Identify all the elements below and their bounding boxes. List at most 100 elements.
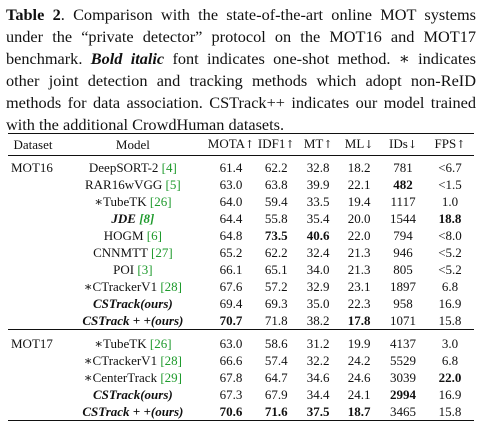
idf1-cell: 63.8 — [264, 177, 288, 192]
ml-cell: 18.7 — [347, 404, 371, 419]
fps-cell: 15.8 — [438, 404, 462, 419]
fps-cell: 1.0 — [441, 194, 459, 209]
model-cell: DeepSORT-2 [4] — [58, 156, 208, 177]
idf1-cell: 62.2 — [264, 245, 288, 260]
mota-cell: 70.6 — [219, 404, 243, 419]
citation-link[interactable]: [6] — [146, 228, 162, 243]
ml-cell: 22.1 — [347, 177, 371, 192]
fps-cell: <5.2 — [438, 245, 462, 260]
ids-cell: 1117 — [390, 194, 416, 209]
table-row: CSTrack + +(ours) 70.6 71.6 37.5 18.7 3465 15.… — [8, 403, 474, 421]
mota-cell: 66.1 — [219, 262, 243, 277]
ml-cell: 19.4 — [347, 194, 371, 209]
dataset-cell — [8, 403, 58, 421]
mt-cell: 39.9 — [306, 177, 330, 192]
model-cell: CSTrack(ours) — [58, 386, 208, 403]
idf1-cell: 55.8 — [264, 211, 288, 226]
header-fps: FPS↑ — [434, 136, 466, 151]
model-name: DeepSORT-2 — [88, 160, 159, 175]
model-name: ∗CenterTrack — [83, 370, 158, 385]
model-name: CSTrack(ours) — [93, 387, 173, 402]
fps-cell: 16.9 — [438, 387, 462, 402]
table-row: MOT16 DeepSORT-2 [4] 61.4 62.2 32.8 18.2 781 <6… — [8, 156, 474, 177]
mota-cell: 64.8 — [219, 228, 243, 243]
idf1-cell: 65.1 — [264, 262, 288, 277]
dataset-cell — [8, 386, 58, 403]
mt-cell: 40.6 — [306, 228, 330, 243]
table-row: RAR16wVGG [5] 63.0 63.8 39.9 22.1 482 <1.5 — [8, 176, 474, 193]
table-row: CSTrack + +(ours) 70.7 71.8 38.2 17.8 1071 15.… — [8, 312, 474, 330]
ml-cell: 24.1 — [347, 387, 371, 402]
mt-cell: 32.9 — [306, 279, 330, 294]
mot17-group: MOT17 ∗TubeTK [26] 63.0 58.6 31.2 19.9 4137 3.0… — [8, 330, 474, 421]
table-row: ∗TubeTK [26] 64.0 59.4 33.5 19.4 1117 1.0 — [8, 193, 474, 210]
mt-cell: 35.0 — [306, 296, 330, 311]
model-cell: POI [3] — [58, 261, 208, 278]
model-cell: CSTrack(ours) — [58, 295, 208, 312]
model-name: ∗TubeTK — [94, 336, 147, 351]
ids-cell: 794 — [393, 228, 413, 243]
citation-link[interactable]: [27] — [150, 245, 173, 260]
model-cell: ∗CenterTrack [29] — [58, 369, 208, 386]
table-row: JDE [8] 64.4 55.8 35.4 20.0 1544 18.8 — [8, 210, 474, 227]
header-idf1: IDF1↑ — [257, 136, 295, 151]
citation-link[interactable]: [28] — [160, 279, 182, 294]
mota-cell: 67.3 — [219, 387, 243, 402]
table-row: ∗CTrackerV1 [28] 66.6 57.4 32.2 24.2 5529 6.8 — [8, 352, 474, 369]
table-row: MOT17 ∗TubeTK [26] 63.0 58.6 31.2 19.9 4137 3.0 — [8, 330, 474, 353]
idf1-cell: 71.6 — [264, 404, 288, 419]
model-cell: ∗TubeTK [26] — [58, 330, 208, 353]
dataset-cell — [8, 295, 58, 312]
ids-cell: 482 — [393, 177, 413, 192]
model-name: JDE — [111, 211, 136, 226]
idf1-cell: 67.9 — [264, 387, 288, 402]
model-cell: CSTrack + +(ours) — [58, 403, 208, 421]
citation-link[interactable]: [28] — [160, 353, 182, 368]
model-name: HOGM — [103, 228, 144, 243]
header-row: Dataset Model MOTA↑ IDF1↑ MT↑ ML↓ IDs↓ F… — [8, 133, 474, 156]
fps-cell: 18.8 — [438, 211, 462, 226]
ml-cell: 23.1 — [347, 279, 371, 294]
table-row: ∗CenterTrack [29] 67.8 64.7 34.6 24.6 3039 22.… — [8, 369, 474, 386]
model-name: ∗CTrackerV1 — [83, 353, 158, 368]
table-caption: Table 2. Comparison with the state-of-th… — [6, 4, 476, 136]
citation-link[interactable]: [26] — [149, 194, 172, 209]
dataset-cell — [8, 352, 58, 369]
fps-cell: <6.7 — [438, 160, 462, 175]
ids-cell: 3465 — [390, 404, 417, 419]
mt-cell: 35.4 — [306, 211, 330, 226]
dataset-cell — [8, 278, 58, 295]
header-ids: IDs↓ — [389, 136, 418, 151]
ml-cell: 24.6 — [347, 370, 371, 385]
citation-link[interactable]: [5] — [165, 177, 181, 192]
mota-cell: 64.4 — [219, 211, 243, 226]
fps-cell: 16.9 — [438, 296, 462, 311]
idf1-cell: 57.4 — [264, 353, 288, 368]
citation-link[interactable]: [29] — [160, 370, 182, 385]
dataset-cell — [8, 261, 58, 278]
idf1-cell: 62.2 — [264, 160, 288, 175]
header-model: Model — [115, 136, 150, 152]
ids-cell: 1071 — [390, 313, 417, 328]
citation-link[interactable]: [26] — [149, 336, 172, 351]
mota-cell: 67.8 — [219, 370, 243, 385]
model-name: ∗TubeTK — [94, 194, 147, 209]
dataset-cell — [8, 227, 58, 244]
table-row: HOGM [6] 64.8 73.5 40.6 22.0 794 <8.0 — [8, 227, 474, 244]
citation-link[interactable]: [8] — [139, 211, 155, 226]
idf1-cell: 58.6 — [264, 336, 288, 351]
mota-cell: 63.0 — [219, 336, 243, 351]
model-cell: HOGM [6] — [58, 227, 208, 244]
ids-cell: 4137 — [390, 336, 417, 351]
ids-cell: 958 — [393, 296, 413, 311]
ids-cell: 5529 — [390, 353, 417, 368]
idf1-cell: 57.2 — [264, 279, 288, 294]
citation-link[interactable]: [4] — [161, 160, 177, 175]
table-row: CNNMTT [27] 65.2 62.2 32.4 21.3 946 <5.2 — [8, 244, 474, 261]
mt-cell: 34.4 — [306, 387, 330, 402]
dataset-cell — [8, 369, 58, 386]
citation-link[interactable]: [3] — [137, 262, 153, 277]
mota-cell: 67.6 — [219, 279, 243, 294]
model-name: RAR16wVGG — [85, 177, 163, 192]
fps-cell: 3.0 — [441, 336, 459, 351]
